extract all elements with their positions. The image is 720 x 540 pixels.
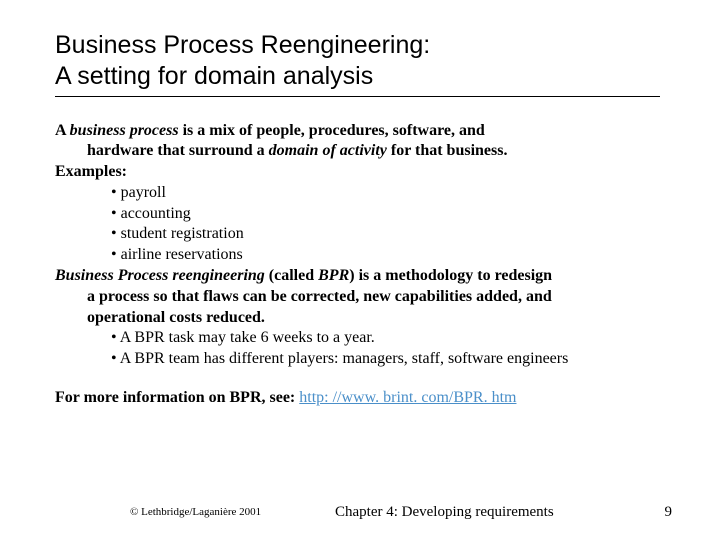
example-item: • accounting — [55, 204, 680, 225]
slide-body: A business process is a mix of people, p… — [55, 121, 680, 409]
bpr-line-1: Business Process reengineering (called B… — [55, 266, 680, 287]
def-term: business process — [70, 122, 179, 139]
def2-term: domain of activity — [269, 142, 387, 159]
slide-title: Business Process Reengineering: A settin… — [55, 30, 680, 93]
chapter-label: Chapter 4: Developing requirements — [335, 504, 554, 521]
definition-line-2: hardware that surround a domain of activ… — [55, 141, 680, 162]
bpr-term: Business Process reengineering — [55, 267, 265, 284]
bpr-abbr: BPR — [318, 267, 349, 284]
bpr-link[interactable]: http: //www. brint. com/BPR. htm — [299, 389, 516, 406]
example-item: • payroll — [55, 183, 680, 204]
def-pre: A — [55, 122, 70, 139]
def2-pre: hardware that surround a — [87, 142, 269, 159]
bpr-mid: (called — [265, 267, 318, 284]
bpr-bullet: • A BPR team has different players: mana… — [55, 349, 680, 370]
page-number: 9 — [665, 504, 673, 521]
bpr-line-2: a process so that flaws can be corrected… — [55, 287, 680, 308]
bpr-line-3: operational costs reduced. — [55, 308, 680, 329]
def-post: is a mix of people, procedures, software… — [179, 122, 485, 139]
bpr-bullet: • A BPR task may take 6 weeks to a year. — [55, 328, 680, 349]
more-info-pre: For more information on BPR, see: — [55, 389, 299, 406]
title-line-2: A setting for domain analysis — [55, 61, 680, 92]
example-item: • airline reservations — [55, 245, 680, 266]
definition-line-1: A business process is a mix of people, p… — [55, 121, 680, 142]
more-info: For more information on BPR, see: http: … — [55, 388, 680, 409]
title-line-1: Business Process Reengineering: — [55, 30, 680, 61]
bpr-post: ) is a methodology to redesign — [349, 267, 552, 284]
copyright-text: © Lethbridge/Laganière 2001 — [130, 506, 261, 518]
title-underline — [55, 96, 660, 97]
example-item: • student registration — [55, 224, 680, 245]
examples-label: Examples: — [55, 162, 680, 183]
def2-post: for that business. — [387, 142, 508, 159]
